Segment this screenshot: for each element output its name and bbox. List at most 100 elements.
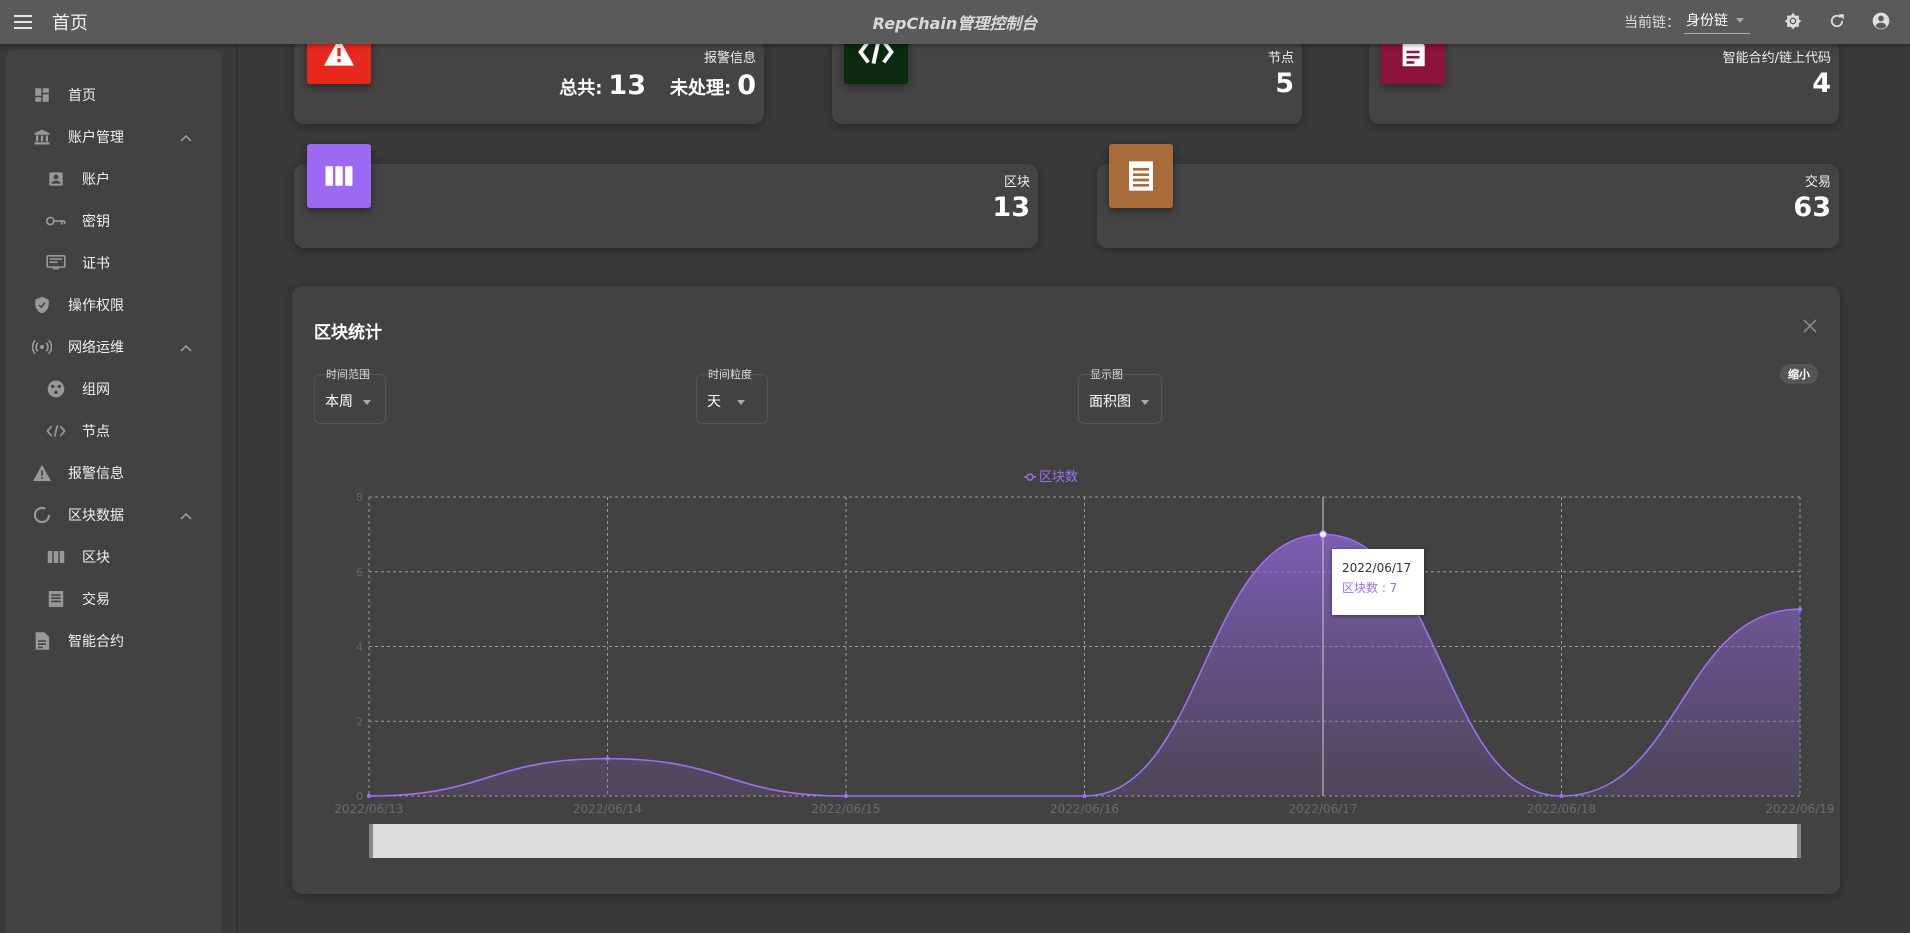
sidebar-item-certificate[interactable]: 证书: [6, 242, 222, 284]
sidebar-item-account[interactable]: 账户: [6, 158, 222, 200]
bank-icon: [32, 127, 52, 147]
block-stats-panel: 区块统计 缩小 本周 时间范围 天 时间粒度 面积图 显示图: [292, 286, 1840, 894]
time-range-label: 时间范围: [326, 368, 370, 381]
time-range-box[interactable]: 本周: [314, 374, 386, 424]
refresh-icon[interactable]: [1826, 10, 1848, 32]
menu-icon[interactable]: [14, 10, 38, 34]
contract-document-icon: [1402, 37, 1425, 67]
chevron-down-icon: [737, 399, 745, 405]
block-card[interactable]: 区块 13: [294, 164, 1038, 248]
sidebar-item-networking[interactable]: 组网: [6, 368, 222, 410]
block-badge: [307, 144, 371, 208]
loading-circle-icon: [32, 505, 52, 525]
sidebar: 首页 账户管理 账户 密钥 证书 操作权限 网络运维 组网 节点 报警信息 区块: [6, 50, 222, 933]
certificate-icon: [46, 253, 66, 273]
alarm-total-value: 13: [608, 70, 646, 101]
sidebar-item-block-data[interactable]: 区块数据: [6, 494, 222, 536]
key-icon: [46, 211, 66, 231]
display-chart-value: 面积图: [1089, 394, 1131, 410]
shrink-button[interactable]: 缩小: [1780, 364, 1818, 384]
node-card[interactable]: 节点 5: [832, 40, 1302, 124]
account-box-icon: [46, 169, 66, 189]
block-card-value: 13: [992, 192, 1030, 223]
contract-card-label: 智能合约/链上代码: [1722, 51, 1831, 66]
panel-title: 区块统计: [314, 323, 382, 343]
contract-card-value: 4: [1812, 68, 1831, 99]
transaction-card[interactable]: 交易 63: [1097, 164, 1839, 248]
granularity-value: 天: [707, 394, 721, 410]
sidebar-item-label: 区块数据: [68, 508, 124, 524]
tooltip-date: 2022/06/17: [1342, 561, 1412, 575]
block-card-label: 区块: [1003, 175, 1030, 190]
sidebar-item-smart-contract[interactable]: 智能合约: [6, 620, 222, 662]
current-chain: 当前链： 身份链: [1624, 10, 1750, 34]
chain-select[interactable]: 身份链: [1684, 10, 1750, 34]
chevron-down-icon: [1141, 399, 1149, 405]
transaction-card-value: 63: [1793, 192, 1831, 223]
alert-icon: [32, 463, 52, 483]
account-circle-icon[interactable]: [1870, 10, 1892, 32]
node-icon: [858, 40, 894, 64]
sidebar-item-network-ops[interactable]: 网络运维: [6, 326, 222, 368]
sidebar-item-label: 节点: [82, 424, 110, 440]
shield-icon: [32, 295, 52, 315]
page-title: 首页: [52, 13, 88, 34]
display-chart-label: 显示图: [1090, 368, 1123, 381]
alarm-total-label: 总共:: [559, 78, 603, 99]
contract-document-icon: [32, 631, 52, 651]
sidebar-item-label: 证书: [82, 256, 110, 272]
sidebar-item-label: 账户管理: [68, 130, 124, 146]
chart-tooltip: 2022/06/17 区块数 : 7: [1332, 549, 1424, 615]
granularity-box[interactable]: 天: [696, 374, 768, 424]
transaction-card-label: 交易: [1804, 175, 1831, 190]
alarm-card[interactable]: 总共: 13 未处理: 0 报警信息: [294, 40, 764, 124]
sidebar-item-label: 网络运维: [68, 340, 124, 356]
sidebar-item-label: 操作权限: [68, 298, 124, 314]
sidebar-item-label: 区块: [82, 550, 110, 566]
dashboard-icon: [32, 85, 52, 105]
top-app-bar: 首页 RepChain管理控制台 当前链： 身份链: [0, 0, 1910, 44]
node-icon: [46, 421, 66, 441]
sidebar-item-home[interactable]: 首页: [6, 74, 222, 116]
alarm-pending-label: 未处理:: [670, 78, 732, 99]
transaction-list-icon: [46, 589, 66, 609]
theme-brightness-icon[interactable]: [1782, 10, 1804, 32]
tooltip-value: 区块数 : 7: [1342, 581, 1398, 595]
chevron-up-icon: [180, 130, 192, 146]
alarm-card-label: 报警信息: [703, 51, 756, 66]
transaction-badge: [1109, 144, 1173, 208]
granularity-label: 时间粒度: [708, 368, 752, 381]
chevron-up-icon: [180, 508, 192, 524]
sidebar-item-key[interactable]: 密钥: [6, 200, 222, 242]
close-icon[interactable]: [1802, 318, 1818, 334]
chain-label: 当前链：: [1624, 15, 1680, 31]
alarm-pending-value: 0: [737, 70, 756, 101]
sidebar-item-alerts[interactable]: 报警信息: [6, 452, 222, 494]
sidebar-divider: [236, 44, 238, 933]
alert-icon: [324, 38, 354, 66]
network-icon: [32, 337, 52, 357]
sidebar-item-label: 首页: [68, 88, 96, 104]
sidebar-item-label: 密钥: [82, 214, 110, 230]
alarm-stats: 总共: 13 未处理: 0: [559, 70, 756, 101]
sidebar-item-transaction[interactable]: 交易: [6, 578, 222, 620]
display-chart-box[interactable]: 面积图: [1078, 374, 1162, 424]
sidebar-item-block[interactable]: 区块: [6, 536, 222, 578]
sidebar-item-permissions[interactable]: 操作权限: [6, 284, 222, 326]
chevron-up-icon: [180, 340, 192, 356]
sidebar-item-node[interactable]: 节点: [6, 410, 222, 452]
contract-card[interactable]: 智能合约/链上代码 4: [1369, 40, 1839, 124]
sidebar-item-label: 组网: [82, 382, 110, 398]
node-card-value: 5: [1275, 68, 1294, 99]
block-columns-icon: [46, 547, 66, 567]
transaction-list-icon: [1129, 161, 1153, 191]
sidebar-item-account-management[interactable]: 账户管理: [6, 116, 222, 158]
block-columns-icon: [325, 166, 353, 186]
sidebar-item-label: 报警信息: [68, 466, 124, 482]
network-group-icon: [46, 379, 66, 399]
sidebar-item-label: 账户: [82, 172, 110, 188]
sidebar-item-label: 交易: [82, 592, 110, 608]
node-card-label: 节点: [1267, 51, 1294, 66]
sidebar-item-label: 智能合约: [68, 634, 124, 650]
chevron-down-icon: [363, 399, 371, 405]
